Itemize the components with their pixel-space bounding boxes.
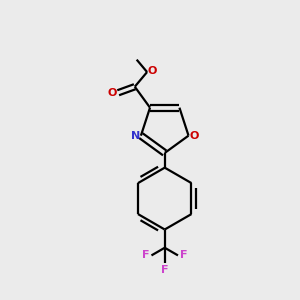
Text: O: O [189, 131, 199, 141]
Text: F: F [179, 250, 187, 260]
Text: F: F [142, 250, 150, 260]
Text: F: F [161, 265, 169, 275]
Text: N: N [131, 131, 140, 141]
Text: O: O [148, 66, 157, 76]
Text: O: O [108, 88, 117, 98]
